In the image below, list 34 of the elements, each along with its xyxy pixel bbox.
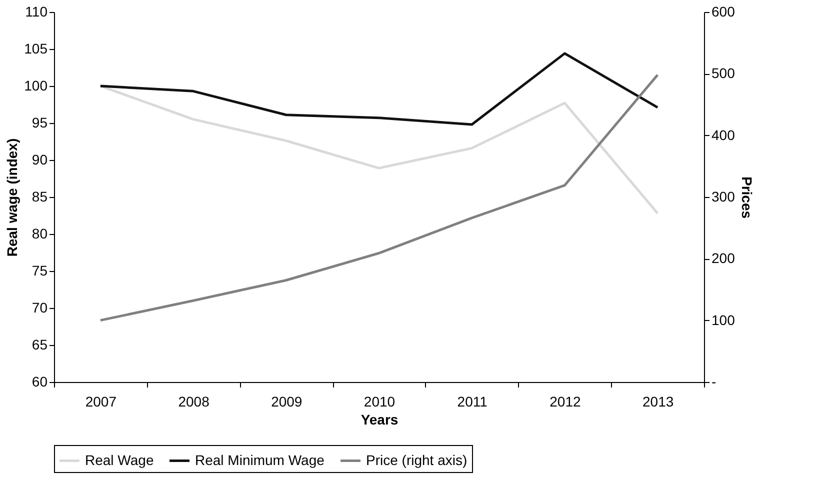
y-tick-label: 100 [24, 78, 48, 94]
line-series [99, 84, 659, 215]
y2-tick-label: - [712, 374, 716, 390]
y-tick-label: 60 [32, 374, 48, 390]
y-tick-label: 80 [32, 226, 48, 242]
x-tick-label: 2013 [642, 394, 674, 410]
y-axis-title: Real wage (index) [4, 138, 20, 257]
legend-label: Real Minimum Wage [195, 452, 325, 468]
y-tick-label: 65 [32, 336, 48, 352]
legend-label: Price (right axis) [366, 452, 468, 468]
x-axis-title: Years [360, 412, 398, 428]
y2-tick-label: 400 [712, 126, 736, 143]
line-series [99, 74, 659, 322]
y2-tick-label: 600 [712, 4, 736, 20]
y-tick-label: 85 [32, 188, 48, 204]
y2-tick-label: 300 [712, 188, 736, 204]
x-tick-label: 2010 [364, 394, 396, 410]
y2-tick-label: 100 [712, 312, 736, 328]
legend-label: Real Wage [85, 452, 154, 468]
x-tick-label: 2011 [457, 394, 488, 410]
x-tick-label: 2012 [550, 394, 581, 410]
y2-tick-label: 500 [712, 65, 736, 82]
y2-axis-title: Prices [738, 176, 755, 219]
y2-tick-label: 200 [712, 250, 736, 266]
y-tick-label: 75 [32, 262, 48, 278]
x-tick-label: 2008 [178, 394, 210, 410]
x-tick-label: 2009 [271, 394, 302, 410]
y-tick-label: 95 [32, 114, 48, 130]
y-tick-label: 70 [32, 300, 48, 316]
y-tick-label: 105 [24, 40, 48, 56]
y-tick-label: 90 [32, 152, 48, 168]
x-tick-label: 2007 [85, 394, 117, 410]
y-tick-label: 110 [25, 4, 48, 20]
line-series [99, 52, 659, 126]
